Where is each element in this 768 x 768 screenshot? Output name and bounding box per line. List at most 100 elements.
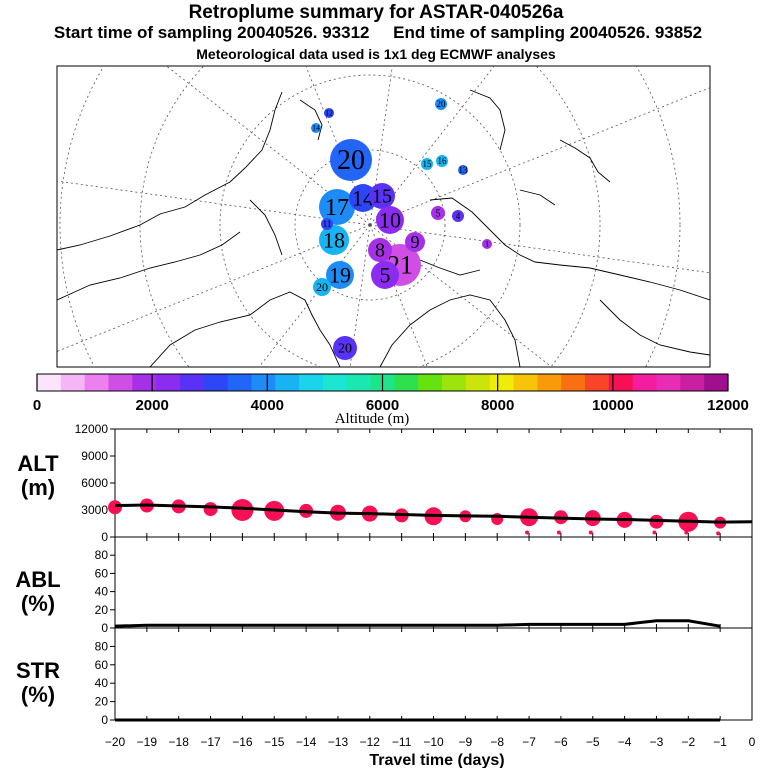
abl-line <box>114 619 721 628</box>
x-tick-label: −8 <box>490 735 504 749</box>
colorbar-segment <box>203 374 229 391</box>
colorbar-segment <box>227 374 252 391</box>
x-tick-label: −2 <box>681 735 695 749</box>
x-tick-label: −18 <box>169 735 190 749</box>
y-tick-label: 60 <box>95 658 109 672</box>
colorbar-tick-label: 0 <box>33 397 41 414</box>
meridian-line <box>369 224 710 274</box>
plume-day-label: 8 <box>375 240 385 262</box>
alt-cluster-point <box>203 502 218 517</box>
plume-day-label: 20 <box>338 342 352 357</box>
colorbar-tick-label: 4000 <box>251 397 284 414</box>
y-tick-label: 9000 <box>81 449 108 463</box>
x-tick-label: −10 <box>423 735 444 749</box>
colorbar-segment <box>418 374 443 391</box>
panel-abl: 0 20 40 60 80 ABL(%) <box>15 536 753 635</box>
plume-cluster-marker <box>313 278 331 296</box>
meridian-line <box>369 87 710 226</box>
coastline <box>419 259 481 276</box>
x-tick-label: −9 <box>459 735 473 749</box>
x-tick-label: 0 <box>749 735 756 749</box>
alt-cluster-point <box>108 500 122 515</box>
plume-day-label: 13 <box>459 165 469 175</box>
x-tick-label: −11 <box>392 735 412 749</box>
plume-cluster-marker <box>319 189 355 225</box>
plume-cluster-marker <box>452 210 464 222</box>
plume-cluster-marker <box>319 225 349 255</box>
y-tick-label: 0 <box>101 713 108 727</box>
meridian-line <box>369 66 495 226</box>
time-series-panels: 030006000900012000ALT(m)020406080ABL(%)0… <box>15 422 755 749</box>
colorbar-tick-label: 8000 <box>481 397 514 414</box>
colorbar-segment <box>346 374 372 391</box>
x-tick-label: −6 <box>554 735 568 749</box>
alt-outlier-point <box>716 531 721 536</box>
plume-day-label: 14 <box>312 124 320 133</box>
colorbar-segment <box>704 374 729 391</box>
panel-ylabel: ALT <box>17 451 59 476</box>
coastline <box>599 299 710 356</box>
colorbar-segment <box>561 374 586 391</box>
coastline <box>57 91 283 251</box>
plume-day-label: 20 <box>316 280 328 294</box>
panel-ylabel: STR <box>16 658 60 683</box>
colorbar-tick-label: 10000 <box>592 397 634 414</box>
alt-outlier-point <box>525 530 530 535</box>
plume-day-label: 15 <box>372 186 392 208</box>
plume-day-label: 20 <box>437 99 447 109</box>
colorbar-segment <box>680 374 705 391</box>
x-tick-label: −15 <box>264 735 285 749</box>
alt-cluster-point <box>231 499 254 521</box>
altitude-colorbar: 0 2000 4000 6000 8000 10000 12000 <box>33 373 749 414</box>
plume-cluster-marker <box>376 206 404 234</box>
alt-outlier-point <box>556 530 561 535</box>
panel-frame <box>114 536 753 629</box>
latitude-circle <box>219 74 521 367</box>
plume-day-label: 17 <box>325 195 349 221</box>
plume-cluster-marker <box>321 218 333 230</box>
sampling-times: Start time of sampling 20040526. 93312 E… <box>53 23 703 42</box>
coastline <box>149 291 341 367</box>
colorbar-segment <box>132 374 157 391</box>
coastline <box>379 294 521 367</box>
x-tick-label: −5 <box>586 735 600 749</box>
x-tick-label: −3 <box>650 735 664 749</box>
plume-day-label: 14 <box>352 185 374 210</box>
colorbar-segment <box>656 374 681 391</box>
colorbar-segment <box>394 374 419 391</box>
plume-day-label: 15 <box>423 159 433 169</box>
x-tick-label: −13 <box>328 735 349 749</box>
colorbar-segment <box>108 374 133 391</box>
y-tick-label: 60 <box>95 566 109 580</box>
panel-ylabel: ABL <box>15 567 60 592</box>
plume-cluster-marker <box>326 261 354 289</box>
plume-cluster-marker <box>436 155 448 167</box>
coastline <box>249 199 283 256</box>
x-tick-label: −7 <box>522 735 536 749</box>
colorbar-segment <box>156 374 181 391</box>
colorbar-segment <box>513 374 538 391</box>
y-tick-label: 0 <box>101 621 108 635</box>
colorbar-segment <box>251 374 276 391</box>
plume-cluster-marker <box>311 123 321 133</box>
chart-title: Retroplume summary for ASTAR-040526a <box>188 2 564 23</box>
latitude-circle <box>139 66 601 367</box>
coastline <box>429 197 710 301</box>
x-tick-label: −14 <box>296 735 317 749</box>
panel-ylabel: (m) <box>21 475 55 500</box>
coastline <box>299 99 323 141</box>
coastline <box>519 189 556 206</box>
x-axis-label: Travel time (days) <box>369 752 504 768</box>
plume-cluster-marker <box>458 165 468 175</box>
plume-day-label: 12 <box>325 109 333 118</box>
plume-day-label: 11 <box>323 219 332 229</box>
colorbar-segment <box>60 374 86 391</box>
plume-day-label: 1 <box>485 240 489 249</box>
colorbar-tick-label: 6000 <box>366 397 399 414</box>
y-tick-label: 12000 <box>75 422 109 436</box>
plume-cluster-marker <box>369 183 395 209</box>
y-tick-label: 40 <box>95 676 109 690</box>
x-tick-label: −4 <box>618 735 632 749</box>
y-tick-label: 80 <box>95 639 109 653</box>
